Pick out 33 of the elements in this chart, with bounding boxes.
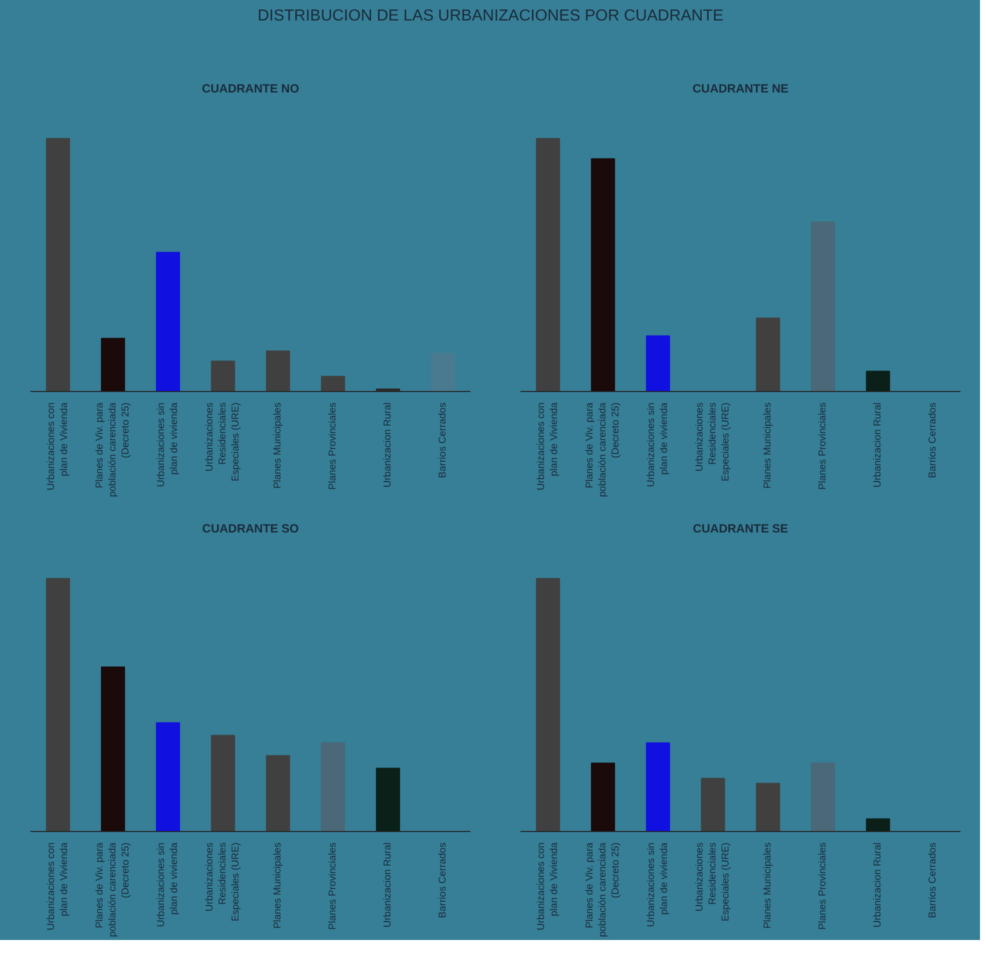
x-tick-label: Barrios Cerrados	[928, 402, 938, 478]
x-tick-label: Urbanizacion Rural	[382, 842, 394, 928]
x-tick-label: Urbanizacion Rural	[872, 842, 884, 928]
x-tick-label: Urbanizaciones con plan de Vivienda	[46, 402, 70, 490]
chart-title: CUADRANTE NO	[202, 82, 300, 96]
x-tick-label: Urbanizacion Rural	[382, 402, 394, 488]
chart-title: CUADRANTE SO	[202, 522, 299, 536]
x-tick-label: Urbanizaciones con plan de Vivienda	[536, 402, 560, 490]
x-tick-label: Urbanizaciones con plan de Vivienda	[46, 842, 70, 930]
x-tick-label: Planes Municipales	[762, 842, 774, 929]
x-tick-label: Planes Provinciales	[328, 842, 338, 930]
x-tick-label: Barrios Cerrados	[438, 842, 448, 918]
x-tick-label: Urbanizaciones Residenciales Especiales (URE)	[694, 842, 732, 922]
x-tick-label: Barrios Cerrados	[928, 842, 938, 918]
text: DISTRIBUCION DE LAS URBANIZACIONES POR CUADRANTE	[258, 8, 724, 24]
x-tick-label: Planes Provinciales	[818, 402, 828, 490]
x-tick-label: Urbanizaciones Residenciales Especiales (URE)	[204, 402, 242, 482]
x-tick-label: Urbanizaciones Residenciales Especiales (URE)	[204, 842, 242, 922]
x-tick-label: Planes Provinciales	[328, 402, 338, 490]
x-tick-label: Urbanizacion Rural	[872, 402, 884, 488]
x-tick-label: Barrios Cerrados	[438, 402, 448, 478]
x-tick-label: Planes de Viv. para población carenciada (Decreto 25)	[94, 842, 132, 938]
chart-title: CUADRANTE SE	[692, 522, 788, 536]
x-tick-label: Planes Provinciales	[818, 842, 828, 930]
x-tick-label: Planes Municipales	[272, 402, 284, 489]
x-tick-label: Planes Municipales	[762, 402, 774, 489]
x-tick-label: Planes de Viv. para población carenciada (Decreto 25)	[94, 402, 132, 498]
x-tick-label: Planes de Viv. para población carenciada (Decreto 25)	[584, 842, 622, 938]
x-tick-label: Planes Municipales	[272, 842, 284, 929]
x-tick-label: Urbanizaciones con plan de Vivienda	[536, 842, 560, 930]
x-tick-label: Urbanizaciones Residenciales Especiales (URE)	[694, 402, 732, 482]
x-tick-label: Planes de Viv. para población carenciada (Decreto 25)	[584, 402, 622, 498]
chart-title: CUADRANTE NE	[692, 82, 788, 96]
